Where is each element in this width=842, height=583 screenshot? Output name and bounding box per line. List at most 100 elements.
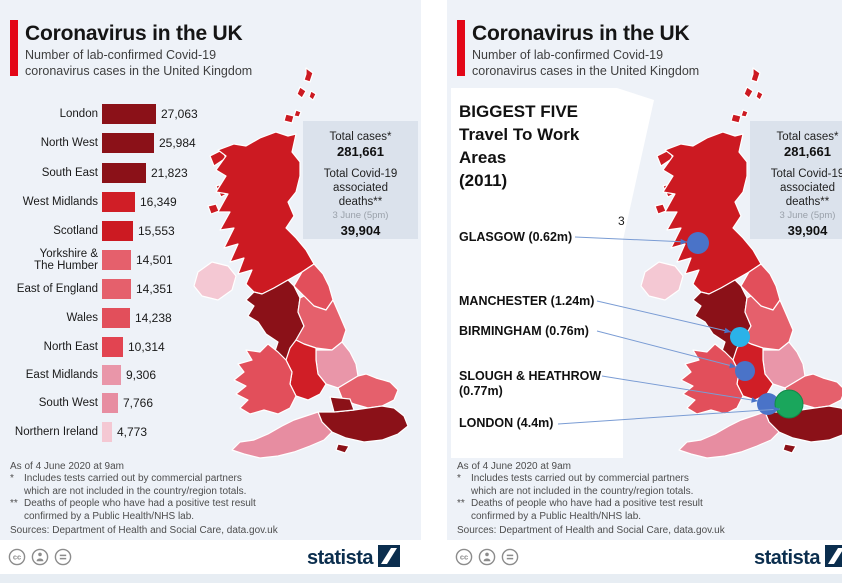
total-cases-label: Total cases* [776, 131, 839, 143]
bar [102, 279, 131, 299]
footnote-line: which are not included in the country/re… [457, 486, 787, 498]
footnote-marker: * [457, 473, 461, 485]
footnote-line: confirmed by a Public Health/NHS lab. [457, 511, 787, 523]
page-subtitle: Number of lab-confirmed Covid-19 coronav… [25, 48, 252, 79]
subtitle-line2: coronavirus cases in the United Kingdom [25, 63, 253, 78]
footnote-text: Deaths of people who have had a positive… [24, 498, 256, 510]
bottom-strip [0, 574, 842, 583]
statista-mark-icon [825, 545, 842, 572]
footnote-marker: * [10, 473, 14, 485]
statista-wordmark: statista [306, 547, 374, 569]
subtitle-line1: Number of lab-confirmed Covid-19 [25, 48, 217, 62]
sources-line: Sources: Department of Health and Social… [457, 525, 725, 537]
cc-icon[interactable]: cc [455, 548, 473, 566]
sources-line: Sources: Department of Health and Social… [10, 525, 278, 537]
total-deaths-label: Total Covid-19 associated deaths** [323, 168, 398, 208]
map-region-london [776, 396, 802, 413]
bar-row: North West 25,984 [0, 133, 421, 153]
footnote-text: As of 4 June 2020 at 9am [10, 461, 124, 472]
map-region-south-west [231, 411, 333, 459]
map-region-orkney [730, 109, 749, 124]
svg-text:cc: cc [13, 553, 21, 562]
bar [102, 250, 131, 270]
bar-row: London 27,063 [0, 104, 421, 124]
cc-license-icons: cc [8, 548, 72, 566]
total-deaths-label: Total Covid-19 associated deaths** [770, 168, 842, 208]
peeking-bar-value-artifact: 3 [618, 214, 625, 228]
bar-value: 25,984 [159, 136, 196, 150]
map-region-south-east [764, 405, 842, 443]
bar [102, 393, 118, 413]
heading-line: (2011) [459, 171, 508, 190]
total-deaths-date: 3 June (5pm) [332, 210, 389, 221]
bar [102, 192, 135, 212]
bar-category-label: London [59, 108, 98, 120]
bar [102, 221, 133, 241]
footnote-text: confirmed by a Public Health/NHS lab. [471, 510, 642, 522]
statista-logo[interactable]: statista [754, 545, 842, 572]
bar-value: 14,501 [136, 253, 173, 267]
statista-logo[interactable]: statista [307, 545, 400, 572]
bar-row: Northern Ireland 4,773 [0, 422, 421, 442]
total-cases-label: Total cases* [329, 131, 392, 143]
cc-nd-equals-icon[interactable] [54, 548, 72, 566]
bar-category-label: South East [41, 167, 98, 179]
total-deaths-date: 3 June (5pm) [779, 210, 836, 221]
uk-choropleth-map [640, 67, 842, 459]
bar-value: 7,766 [123, 396, 154, 410]
cc-by-person-icon[interactable] [31, 548, 49, 566]
bar [102, 133, 154, 153]
svg-text:cc: cc [460, 553, 468, 562]
totals-box: Total cases* 281,661 Total Covid-19 asso… [303, 121, 418, 239]
footnote-line: ** Deaths of people who have had a positi… [457, 498, 787, 510]
footer-bar: cc statista [0, 540, 421, 574]
cc-nd-equals-icon[interactable] [501, 548, 519, 566]
bar-row: Scotland 15,553 [0, 221, 421, 241]
map-region-orkney [283, 109, 302, 124]
bar-row: Wales 14,238 [0, 308, 421, 328]
accent-bar [10, 20, 18, 76]
bar-value: 4,773 [117, 425, 148, 439]
cc-icon[interactable]: cc [8, 548, 26, 566]
bar-category-label: Wales [66, 312, 98, 324]
bar-category-label: East of England [16, 283, 98, 295]
map-region-london [329, 396, 355, 413]
bar [102, 337, 123, 357]
panel-travel-areas: Coronavirus in the UK Number of lab-conf… [447, 0, 842, 574]
map-region-isle-of-wight [782, 443, 797, 454]
total-cases-value: 281,661 [337, 144, 384, 159]
bar-value: 14,351 [136, 282, 173, 296]
bar [102, 365, 121, 385]
bar [102, 308, 130, 328]
bar-value: 14,238 [135, 311, 172, 325]
bar-row: East of England 14,351 [0, 279, 421, 299]
bar-category-label: Northern Ireland [14, 426, 98, 438]
city-label: MANCHESTER (1.24m) [459, 294, 595, 308]
cc-license-icons: cc [455, 548, 519, 566]
page-subtitle: Number of lab-confirmed Covid-19 coronav… [472, 48, 699, 79]
footnotes: As of 4 June 2020 at 9am * Includes tests … [10, 461, 340, 537]
bar [102, 163, 146, 183]
footer-bar: cc statista [447, 540, 842, 574]
subtitle-line2: coronavirus cases in the United Kingdom [472, 63, 700, 78]
accent-bar [457, 20, 465, 76]
bar-value: 16,349 [140, 195, 177, 209]
bar-category-label: South West [38, 397, 98, 409]
travel-areas-heading: BIGGEST FIVE Travel To Work Areas (2011) [459, 100, 579, 192]
footnote-marker: ** [457, 498, 465, 510]
footnote-text: As of 4 June 2020 at 9am [457, 461, 571, 472]
heading-line: Areas [459, 148, 507, 167]
bar-row: West Midlands 16,349 [0, 192, 421, 212]
bar-category-label: Scotland [53, 225, 98, 237]
bar-category-label: North West [40, 137, 98, 149]
map-region-east-midlands [315, 341, 359, 389]
city-label: LONDON (4.4m) [459, 416, 554, 430]
bar-value: 21,823 [151, 166, 188, 180]
bar-row: Yorkshire & The Humber 14,501 [0, 248, 421, 272]
cc-by-person-icon[interactable] [478, 548, 496, 566]
footnote-line: * Includes tests carried out by commercia… [457, 473, 787, 485]
bar [102, 422, 112, 442]
total-deaths-value: 39,904 [787, 223, 828, 238]
bar-value: 9,306 [126, 368, 157, 382]
